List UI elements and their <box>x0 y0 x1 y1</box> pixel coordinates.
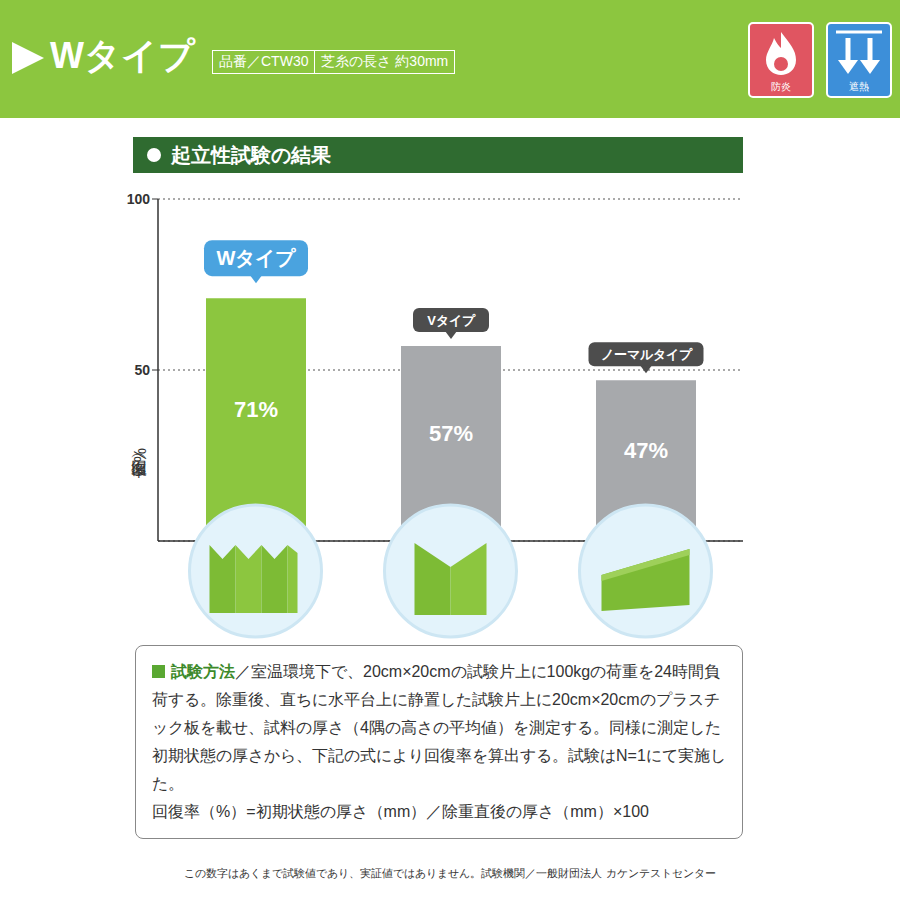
svg-text:100: 100 <box>127 191 151 207</box>
html-text:Wタイプ: Wタイプ <box>50 35 195 76</box>
svg-text:71%: 71% <box>234 397 278 422</box>
svg-text:ノーマルタイプ: ノーマルタイプ <box>601 347 693 362</box>
html-text:試験方法／室温環境下で、20cm×20cmの試験片上に100: 試験方法／室温環境下で、20cm×20cmの試験片上に100kgの荷重を24時間… <box>152 663 726 792</box>
html-text:この数字はあくまで試験値であり、実証値ではありません。試験機: この数字はあくまで試験値であり、実証値ではありません。試験機関／一般財団法人 カ… <box>184 867 716 879</box>
html-text:芝糸の長さ 約30mm: 芝糸の長さ 約30mm <box>321 53 449 69</box>
svg-text:50: 50 <box>134 362 150 378</box>
svg-text:47%: 47% <box>624 438 668 463</box>
svg-text:57%: 57% <box>429 421 473 446</box>
html-text:回復率（%）: 回復率（%） <box>131 448 148 463</box>
svg-text:Wタイプ: Wタイプ <box>217 247 297 269</box>
html-text:品番／CTW30: 品番／CTW30 <box>219 53 309 69</box>
html-text:防炎: 防炎 <box>771 81 791 92</box>
html-text:回復率（%）=初期状態の厚さ（mm）／除重直後の厚さ（mm）: 回復率（%）=初期状態の厚さ（mm）／除重直後の厚さ（mm）×100 <box>152 803 649 820</box>
svg-text:Vタイプ: Vタイプ <box>427 313 476 328</box>
html-text:起立性試験の結果: 起立性試験の結果 <box>171 143 331 166</box>
html-text:遮熱: 遮熱 <box>849 81 869 92</box>
